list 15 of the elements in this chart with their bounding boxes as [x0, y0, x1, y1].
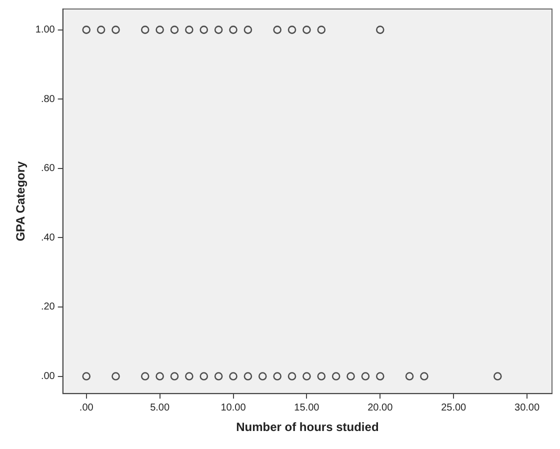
y-tick-label: .00	[40, 371, 56, 382]
x-tick-label: 15.00	[294, 402, 320, 414]
y-tick-label: 1.00	[35, 24, 56, 36]
x-tick-label: 5.00	[150, 402, 170, 414]
y-axis-title: GPA Category	[14, 160, 28, 242]
x-tick-label: 20.00	[368, 402, 394, 414]
y-tick-label: .60	[40, 163, 56, 174]
x-tick-label: 10.00	[220, 402, 246, 414]
y-tick-label: .80	[40, 94, 56, 105]
x-axis-title: Number of hours studied	[236, 420, 379, 434]
x-tick-label: 30.00	[514, 402, 540, 414]
y-tick-label: .40	[40, 232, 56, 244]
x-tick-label: 25.00	[441, 402, 467, 414]
x-tick-label: .00	[79, 402, 94, 414]
y-tick-label: .20	[40, 302, 56, 313]
